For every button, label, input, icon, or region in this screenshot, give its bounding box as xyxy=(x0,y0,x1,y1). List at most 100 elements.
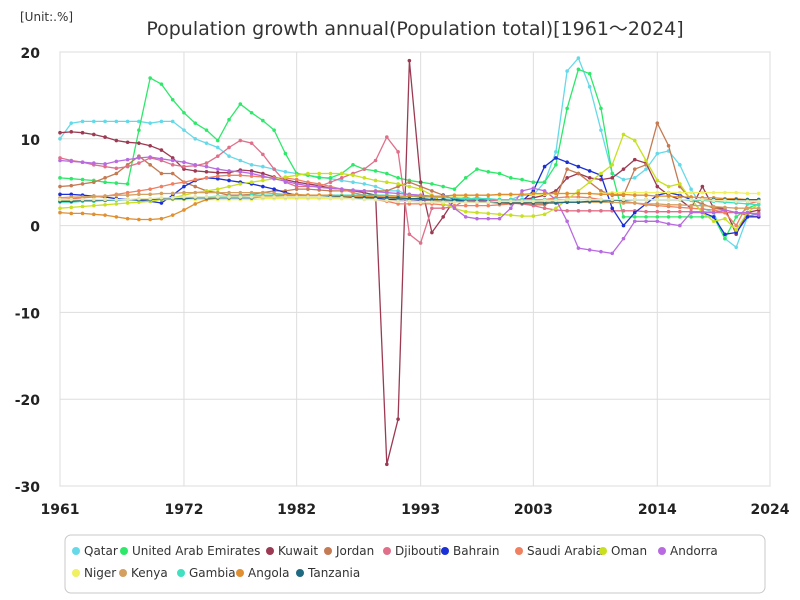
data-point xyxy=(137,200,141,204)
data-point xyxy=(655,151,660,156)
data-point xyxy=(80,182,85,186)
data-point xyxy=(396,176,400,180)
data-point xyxy=(125,197,130,202)
data-point xyxy=(103,135,107,139)
legend: Qatar United Arab Emirates Kuwait Jordan Dji… xyxy=(64,534,766,594)
data-point xyxy=(689,215,693,219)
data-point xyxy=(711,219,716,224)
data-point xyxy=(182,110,186,115)
data-point xyxy=(339,171,344,176)
data-point xyxy=(407,184,412,189)
data-point xyxy=(678,202,682,207)
data-point xyxy=(542,191,547,196)
data-point xyxy=(261,152,265,157)
data-point xyxy=(238,138,243,143)
legend-marker xyxy=(296,569,304,577)
data-point xyxy=(362,167,367,171)
legend-item[interactable]: Oman xyxy=(599,544,647,558)
data-point xyxy=(272,187,276,191)
data-point xyxy=(700,215,705,219)
data-point xyxy=(531,180,536,184)
legend-item[interactable]: Kenya xyxy=(119,566,168,580)
data-point xyxy=(531,191,536,196)
data-point xyxy=(508,213,513,217)
data-point xyxy=(587,180,592,184)
data-point xyxy=(531,199,536,204)
data-point xyxy=(385,180,389,184)
legend-item[interactable]: United Arab Emirates xyxy=(120,544,260,558)
data-point xyxy=(103,176,107,180)
data-point xyxy=(723,232,727,237)
data-point xyxy=(756,199,761,204)
legend-item[interactable]: Bahrain xyxy=(441,544,499,558)
data-point xyxy=(182,208,186,212)
data-point xyxy=(396,189,400,193)
legend-marker xyxy=(515,547,523,555)
data-point xyxy=(621,201,626,205)
data-point xyxy=(745,210,750,215)
legend-item[interactable]: Qatar xyxy=(72,544,118,558)
data-point xyxy=(531,186,536,191)
data-point xyxy=(238,173,243,178)
data-point xyxy=(554,198,558,203)
data-point xyxy=(328,171,333,176)
data-point xyxy=(215,170,220,175)
data-point xyxy=(587,209,592,213)
legend-label: Saudi Arabia xyxy=(527,544,603,558)
data-point xyxy=(554,156,558,160)
data-point xyxy=(655,219,660,224)
data-point xyxy=(114,202,119,206)
data-point xyxy=(678,190,682,195)
legend-item[interactable]: Jordan xyxy=(324,544,374,558)
legend-item[interactable]: Saudi Arabia xyxy=(515,544,603,558)
legend-item[interactable]: Tanzania xyxy=(296,566,360,580)
data-point xyxy=(215,190,220,195)
data-point xyxy=(385,171,389,176)
legend-marker xyxy=(72,569,80,577)
data-point xyxy=(249,171,254,176)
data-point xyxy=(632,201,637,205)
data-point xyxy=(114,181,119,185)
data-point xyxy=(215,174,220,178)
data-point xyxy=(182,180,186,184)
data-point xyxy=(385,190,389,195)
data-point xyxy=(125,140,130,145)
legend-item[interactable]: Gambia xyxy=(177,566,236,580)
data-point xyxy=(306,183,310,188)
data-point xyxy=(114,193,119,198)
legend-item[interactable]: Niger xyxy=(72,566,116,580)
data-point xyxy=(632,197,637,202)
legend-item[interactable]: Andorra xyxy=(658,544,718,558)
data-point xyxy=(294,173,299,178)
data-point xyxy=(565,195,569,199)
data-point xyxy=(204,195,209,199)
data-point xyxy=(644,163,648,167)
data-point xyxy=(362,182,367,186)
legend-item[interactable]: Kuwait xyxy=(266,544,318,558)
data-point xyxy=(92,197,96,202)
legend-item[interactable]: Djibouti xyxy=(383,544,442,558)
data-point xyxy=(92,132,96,137)
data-point xyxy=(531,189,536,193)
data-point xyxy=(249,174,254,178)
y-tick-label: -30 xyxy=(15,480,41,496)
legend-label: Bahrain xyxy=(453,544,499,558)
data-point xyxy=(666,209,671,214)
legend-item[interactable]: Angola xyxy=(236,566,289,580)
data-point xyxy=(238,182,243,186)
series-layer xyxy=(58,56,761,467)
data-point xyxy=(159,216,164,221)
data-point xyxy=(351,173,355,178)
data-point xyxy=(666,143,671,148)
data-point xyxy=(576,171,581,176)
data-point xyxy=(137,128,141,132)
data-point xyxy=(678,209,682,214)
legend-marker xyxy=(72,547,80,555)
data-point xyxy=(148,155,152,159)
data-point xyxy=(238,158,243,163)
data-point xyxy=(700,184,705,189)
data-point xyxy=(80,211,85,216)
data-point xyxy=(734,199,738,204)
data-point xyxy=(396,202,400,206)
data-point xyxy=(148,163,152,167)
